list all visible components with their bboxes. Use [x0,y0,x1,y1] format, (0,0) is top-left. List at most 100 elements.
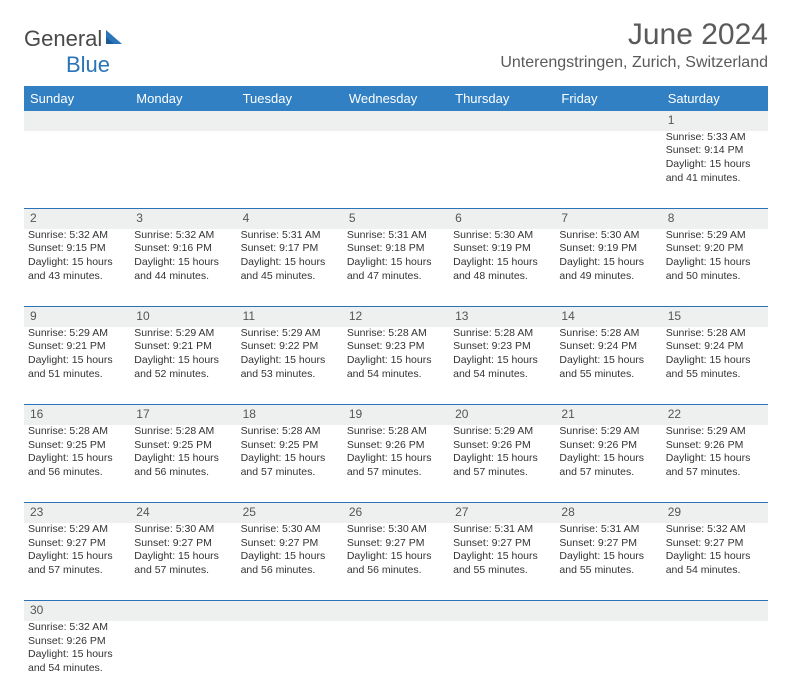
sunrise-text: Sunrise: 5:28 AM [134,425,232,439]
daylight-text: Daylight: 15 hours and 48 minutes. [453,256,551,283]
day-number-cell: 18 [237,405,343,425]
sail-icon [104,26,126,52]
day-content: Sunrise: 5:29 AMSunset: 9:26 PMDaylight:… [559,425,657,480]
day-content: Sunrise: 5:33 AMSunset: 9:14 PMDaylight:… [666,131,764,186]
day-cell: Sunrise: 5:28 AMSunset: 9:26 PMDaylight:… [343,425,449,503]
weekday-header: Wednesday [343,86,449,111]
empty-daynum-cell [130,601,236,621]
sunset-text: Sunset: 9:14 PM [666,144,764,158]
day-content: Sunrise: 5:30 AMSunset: 9:27 PMDaylight:… [347,523,445,578]
day-number-cell: 3 [130,209,236,229]
logo-text: GeneralBlue [24,26,126,78]
daynum-row: 16171819202122 [24,405,768,425]
day-cell: Sunrise: 5:28 AMSunset: 9:23 PMDaylight:… [343,327,449,405]
day-content: Sunrise: 5:28 AMSunset: 9:24 PMDaylight:… [666,327,764,382]
daylight-text: Daylight: 15 hours and 54 minutes. [666,550,764,577]
day-cell: Sunrise: 5:31 AMSunset: 9:27 PMDaylight:… [449,523,555,601]
day-content: Sunrise: 5:32 AMSunset: 9:27 PMDaylight:… [666,523,764,578]
day-cell: Sunrise: 5:30 AMSunset: 9:19 PMDaylight:… [555,229,661,307]
sunrise-text: Sunrise: 5:28 AM [559,327,657,341]
daylight-text: Daylight: 15 hours and 57 minutes. [666,452,764,479]
sunrise-text: Sunrise: 5:28 AM [241,425,339,439]
weekday-header: Tuesday [237,86,343,111]
sunset-text: Sunset: 9:27 PM [453,537,551,551]
day-number-cell: 1 [662,111,768,131]
day-content: Sunrise: 5:28 AMSunset: 9:24 PMDaylight:… [559,327,657,382]
sunrise-text: Sunrise: 5:30 AM [241,523,339,537]
empty-cell [555,131,661,209]
empty-cell [237,131,343,209]
day-cell: Sunrise: 5:29 AMSunset: 9:26 PMDaylight:… [555,425,661,503]
sunrise-text: Sunrise: 5:28 AM [453,327,551,341]
day-number-cell: 17 [130,405,236,425]
sunrise-text: Sunrise: 5:28 AM [347,425,445,439]
day-cell: Sunrise: 5:32 AMSunset: 9:15 PMDaylight:… [24,229,130,307]
sunrise-text: Sunrise: 5:32 AM [28,621,126,635]
daynum-row: 23242526272829 [24,503,768,523]
sunrise-text: Sunrise: 5:29 AM [666,229,764,243]
day-cell: Sunrise: 5:29 AMSunset: 9:27 PMDaylight:… [24,523,130,601]
empty-cell [343,621,449,699]
day-number-cell: 11 [237,307,343,327]
header: GeneralBlue June 2024 Unterengstringen, … [24,18,768,78]
weekday-header: Friday [555,86,661,111]
logo-word1: General [24,26,102,51]
day-number-cell: 19 [343,405,449,425]
day-number-cell: 4 [237,209,343,229]
day-content: Sunrise: 5:30 AMSunset: 9:19 PMDaylight:… [559,229,657,284]
day-number-cell: 5 [343,209,449,229]
daylight-text: Daylight: 15 hours and 53 minutes. [241,354,339,381]
day-content: Sunrise: 5:29 AMSunset: 9:21 PMDaylight:… [134,327,232,382]
day-number-cell: 6 [449,209,555,229]
day-number-cell: 15 [662,307,768,327]
daynum-row: 2345678 [24,209,768,229]
day-content: Sunrise: 5:28 AMSunset: 9:25 PMDaylight:… [134,425,232,480]
day-number-cell: 14 [555,307,661,327]
daylight-text: Daylight: 15 hours and 52 minutes. [134,354,232,381]
daynum-row: 1 [24,111,768,131]
day-content: Sunrise: 5:29 AMSunset: 9:22 PMDaylight:… [241,327,339,382]
sunset-text: Sunset: 9:26 PM [28,635,126,649]
day-cell: Sunrise: 5:31 AMSunset: 9:27 PMDaylight:… [555,523,661,601]
sunset-text: Sunset: 9:25 PM [134,439,232,453]
week-row: Sunrise: 5:32 AMSunset: 9:15 PMDaylight:… [24,229,768,307]
day-cell: Sunrise: 5:30 AMSunset: 9:27 PMDaylight:… [343,523,449,601]
day-number-cell: 22 [662,405,768,425]
day-content: Sunrise: 5:29 AMSunset: 9:20 PMDaylight:… [666,229,764,284]
empty-daynum-cell [343,601,449,621]
day-cell: Sunrise: 5:33 AMSunset: 9:14 PMDaylight:… [662,131,768,209]
day-cell: Sunrise: 5:31 AMSunset: 9:17 PMDaylight:… [237,229,343,307]
sunrise-text: Sunrise: 5:30 AM [559,229,657,243]
day-number-cell: 13 [449,307,555,327]
sunrise-text: Sunrise: 5:29 AM [134,327,232,341]
sunrise-text: Sunrise: 5:31 AM [347,229,445,243]
sunset-text: Sunset: 9:23 PM [453,340,551,354]
daylight-text: Daylight: 15 hours and 57 minutes. [453,452,551,479]
daylight-text: Daylight: 15 hours and 43 minutes. [28,256,126,283]
sunrise-text: Sunrise: 5:30 AM [453,229,551,243]
empty-cell [662,621,768,699]
empty-daynum-cell [662,601,768,621]
logo-word2: Blue [66,52,110,77]
empty-daynum-cell [237,111,343,131]
weekday-header: Sunday [24,86,130,111]
daylight-text: Daylight: 15 hours and 44 minutes. [134,256,232,283]
daylight-text: Daylight: 15 hours and 45 minutes. [241,256,339,283]
sunset-text: Sunset: 9:16 PM [134,242,232,256]
day-cell: Sunrise: 5:29 AMSunset: 9:20 PMDaylight:… [662,229,768,307]
empty-daynum-cell [449,111,555,131]
calendar-table: SundayMondayTuesdayWednesdayThursdayFrid… [24,86,768,699]
day-cell: Sunrise: 5:28 AMSunset: 9:25 PMDaylight:… [237,425,343,503]
daylight-text: Daylight: 15 hours and 56 minutes. [134,452,232,479]
daylight-text: Daylight: 15 hours and 57 minutes. [559,452,657,479]
day-number-cell: 12 [343,307,449,327]
day-content: Sunrise: 5:32 AMSunset: 9:16 PMDaylight:… [134,229,232,284]
empty-cell [449,621,555,699]
empty-cell [555,621,661,699]
page-title: June 2024 [500,18,768,52]
daylight-text: Daylight: 15 hours and 51 minutes. [28,354,126,381]
day-cell: Sunrise: 5:30 AMSunset: 9:19 PMDaylight:… [449,229,555,307]
day-content: Sunrise: 5:30 AMSunset: 9:19 PMDaylight:… [453,229,551,284]
day-cell: Sunrise: 5:30 AMSunset: 9:27 PMDaylight:… [130,523,236,601]
sunset-text: Sunset: 9:26 PM [559,439,657,453]
